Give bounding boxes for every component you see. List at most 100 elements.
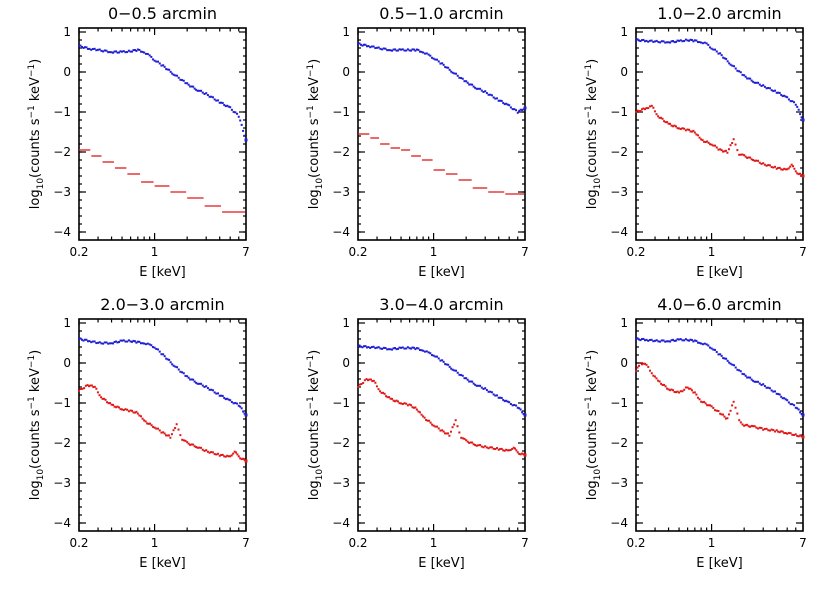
data-point: [514, 447, 517, 450]
data-point: [376, 46, 379, 49]
data-point: [475, 87, 478, 90]
data-point: [210, 451, 213, 454]
data-point: [746, 423, 749, 426]
data-point: [689, 387, 692, 390]
data-point: [441, 62, 444, 65]
data-point: [767, 386, 770, 389]
data-point: [113, 340, 116, 343]
data-point: [157, 427, 160, 430]
data-point: [696, 396, 699, 399]
data-point: [727, 413, 730, 416]
data-point: [741, 73, 744, 76]
data-point: [80, 46, 83, 49]
data-point: [224, 455, 227, 458]
data-point: [205, 92, 208, 95]
data-point: [124, 408, 127, 411]
data-point: [190, 443, 193, 446]
data-point: [148, 54, 151, 57]
data-point: [712, 406, 715, 409]
y-tick-label: 1: [620, 316, 628, 330]
data-point: [767, 429, 770, 432]
data-point: [230, 401, 233, 404]
data-point: [189, 378, 192, 381]
data-point: [157, 348, 160, 351]
data-point: [701, 343, 704, 346]
data-point: [722, 56, 725, 59]
data-point: [726, 151, 729, 154]
data-point: [364, 43, 367, 46]
data-point: [425, 52, 428, 55]
data-point: [705, 343, 708, 346]
data-point: [513, 108, 516, 111]
data-point: [765, 386, 768, 389]
data-point: [650, 338, 653, 341]
data-point: [166, 358, 169, 361]
data-point: [463, 437, 466, 440]
data-point: [174, 365, 177, 368]
data-point: [423, 350, 426, 353]
data-point: [502, 449, 505, 452]
data-point: [513, 403, 516, 406]
data-point: [234, 401, 237, 404]
data-point: [165, 357, 168, 360]
data-point: [670, 124, 673, 127]
data-point: [479, 444, 482, 447]
data-point: [98, 341, 101, 344]
x-tick-label: 1: [430, 245, 438, 259]
data-point: [475, 444, 478, 447]
data-point: [727, 148, 730, 151]
data-point: [635, 111, 637, 113]
series-1: [357, 42, 527, 114]
data-point: [110, 403, 113, 406]
data-point: [90, 341, 93, 344]
data-point: [679, 390, 682, 393]
data-point: [192, 443, 195, 446]
data-point: [787, 431, 790, 434]
data-point: [686, 128, 689, 131]
data-point: [95, 49, 98, 52]
data-point: [369, 46, 372, 49]
data-point: [372, 379, 375, 382]
y-tick-label: −1: [610, 396, 628, 410]
data-point: [793, 404, 796, 407]
data-point: [747, 77, 750, 80]
data-point: [499, 447, 502, 450]
data-point: [477, 384, 480, 387]
data-point: [110, 51, 113, 54]
data-point: [465, 439, 468, 442]
data-point: [422, 51, 425, 54]
data-point: [715, 350, 718, 353]
data-point: [92, 386, 95, 389]
data-point: [472, 443, 475, 446]
y-tick-label: −4: [53, 516, 71, 530]
data-point: [768, 387, 771, 390]
data-point: [127, 339, 130, 342]
data-point: [743, 74, 746, 77]
data-point: [469, 380, 472, 383]
data-point: [223, 103, 226, 106]
data-point: [112, 51, 115, 54]
data-point: [93, 385, 96, 388]
data-point: [794, 103, 797, 106]
data-point: [83, 338, 86, 341]
data-point: [777, 392, 780, 395]
data-point: [703, 342, 706, 345]
data-point: [86, 384, 89, 387]
data-point: [124, 51, 127, 54]
data-point: [689, 38, 692, 41]
data-point: [472, 85, 475, 88]
data-point: [408, 347, 411, 350]
data-point: [781, 95, 784, 98]
data-point: [445, 66, 448, 69]
data-point: [109, 402, 112, 405]
data-point: [635, 338, 637, 340]
data-point: [676, 338, 679, 341]
data-point: [642, 107, 645, 110]
data-point: [139, 342, 142, 345]
data-point: [79, 337, 82, 340]
data-point: [734, 406, 737, 409]
data-point: [509, 403, 512, 406]
data-point: [762, 428, 765, 431]
data-point: [181, 438, 184, 441]
data-point: [503, 103, 506, 106]
